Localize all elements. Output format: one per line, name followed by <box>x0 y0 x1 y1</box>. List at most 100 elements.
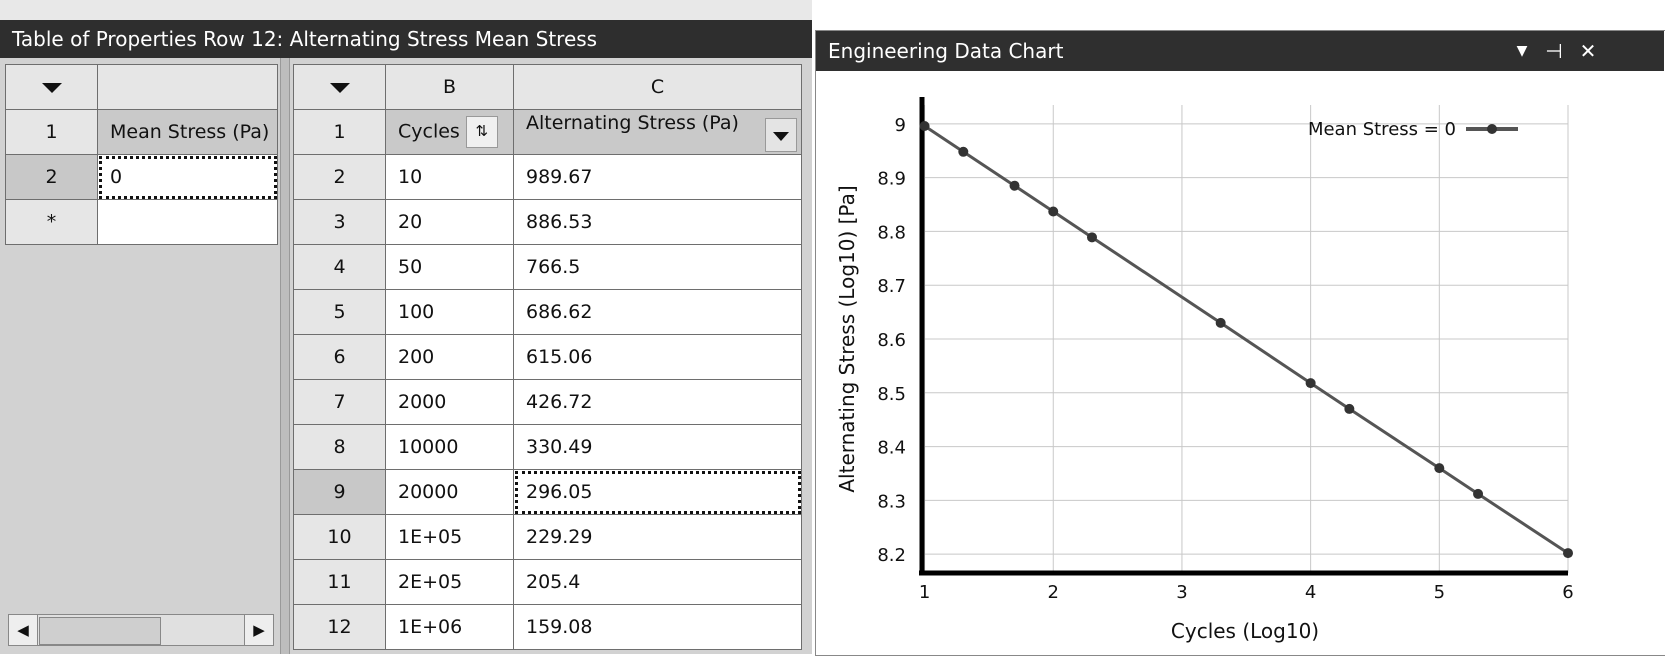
cycles-cell[interactable]: 100 <box>385 289 514 335</box>
mean-stress-header[interactable]: Mean Stress (Pa) <box>97 109 278 155</box>
table-row[interactable]: 4 50 766.5 <box>293 244 802 290</box>
cycles-cell[interactable]: 1E+06 <box>385 604 514 650</box>
chevron-down-icon <box>773 131 789 141</box>
row-header[interactable]: 1 <box>5 109 98 155</box>
cycles-cell[interactable]: 2000 <box>385 379 514 425</box>
x-axis-label: Cycles (Log10) <box>1171 619 1319 643</box>
alternating-stress-cell[interactable]: 426.72 <box>513 379 802 425</box>
cycles-cell[interactable]: 1E+05 <box>385 514 514 560</box>
table-of-properties-panel: Table of Properties Row 12: Alternating … <box>0 0 812 654</box>
alternating-stress-header[interactable]: Alternating Stress (Pa) <box>513 109 802 155</box>
row-header[interactable]: 2 <box>293 154 386 200</box>
chart-title-bar: Engineering Data Chart ▼ ⊣ ✕ <box>816 31 1664 71</box>
scroll-thumb[interactable] <box>39 617 161 645</box>
row-header[interactable]: 2 <box>5 154 98 200</box>
y-tick-label: 8.2 <box>877 545 906 566</box>
data-point <box>1344 403 1355 414</box>
row-header[interactable]: 11 <box>293 559 386 605</box>
sort-icon[interactable]: ⇅ <box>465 116 498 148</box>
engineering-data-chart-panel: Engineering Data Chart ▼ ⊣ ✕ 1 2 3 4 5 6 8.2 8.… <box>815 30 1665 656</box>
cycles-cell[interactable]: 20000 <box>385 469 514 515</box>
y-tick-label: 8.5 <box>877 384 906 405</box>
pin-icon[interactable]: ⊣ <box>1545 39 1563 63</box>
table-row[interactable]: 7 2000 426.72 <box>293 379 802 425</box>
column-header-c[interactable]: C <box>513 64 802 110</box>
chevron-down-icon <box>329 82 350 93</box>
column-header-b[interactable]: B <box>385 64 514 110</box>
alternating-stress-cell[interactable]: 229.29 <box>513 514 802 560</box>
row-header[interactable]: 10 <box>293 514 386 560</box>
legend-marker <box>1487 124 1497 134</box>
cycles-header[interactable]: Cycles ⇅ <box>385 109 514 155</box>
data-point <box>1009 180 1020 191</box>
data-point <box>1473 488 1484 499</box>
cycles-cell[interactable]: 200 <box>385 334 514 380</box>
row-header[interactable]: 4 <box>293 244 386 290</box>
data-point <box>919 120 930 131</box>
select-all-dropdown[interactable] <box>293 64 386 110</box>
alternating-stress-cell[interactable]: 989.67 <box>513 154 802 200</box>
table-row[interactable]: 9 20000 296.05 <box>293 469 802 515</box>
alternating-stress-cell[interactable]: 296.05 <box>513 469 802 515</box>
panel-title-bar: Table of Properties Row 12: Alternating … <box>0 20 812 58</box>
table-row[interactable]: 10 1E+05 229.29 <box>293 514 802 560</box>
grid-splitter[interactable] <box>280 58 290 654</box>
table-row[interactable]: 11 2E+05 205.4 <box>293 559 802 605</box>
cycles-cell[interactable]: 10 <box>385 154 514 200</box>
panel-title: Table of Properties Row 12: Alternating … <box>12 27 598 51</box>
x-tick-label: 5 <box>1434 582 1445 603</box>
alternating-stress-cell[interactable]: 766.5 <box>513 244 802 290</box>
data-point <box>1215 317 1226 328</box>
cycles-cell[interactable]: 2E+05 <box>385 559 514 605</box>
cycles-cell[interactable]: 10000 <box>385 424 514 470</box>
close-icon[interactable]: ✕ <box>1579 39 1597 63</box>
row-header[interactable]: 1 <box>293 109 386 155</box>
mean-stress-cell[interactable]: 0 <box>97 154 278 200</box>
alternating-stress-cell[interactable]: 205.4 <box>513 559 802 605</box>
cycles-cell[interactable]: 20 <box>385 199 514 245</box>
x-tick-label: 3 <box>1176 582 1187 603</box>
mean-stress-grid: 1 Mean Stress (Pa) 2 0 * <box>5 64 278 245</box>
chart-panel-title: Engineering Data Chart <box>828 39 1064 63</box>
y-tick-label: 8.7 <box>877 276 906 297</box>
legend-label: Mean Stress = 0 <box>1308 119 1456 140</box>
alternating-stress-cell[interactable]: 886.53 <box>513 199 802 245</box>
alternating-stress-cell[interactable]: 686.62 <box>513 289 802 335</box>
row-header[interactable]: 7 <box>293 379 386 425</box>
data-point <box>958 146 969 157</box>
row-header[interactable]: 8 <box>293 424 386 470</box>
scroll-right-icon[interactable]: ▶ <box>244 615 273 645</box>
table-row[interactable]: 8 10000 330.49 <box>293 424 802 470</box>
mean-stress-cell[interactable] <box>97 199 278 245</box>
column-header-blank[interactable] <box>97 64 278 110</box>
alternating-stress-cell[interactable]: 615.06 <box>513 334 802 380</box>
row-header[interactable]: 12 <box>293 604 386 650</box>
alternating-stress-cell[interactable]: 159.08 <box>513 604 802 650</box>
scroll-left-icon[interactable]: ◀ <box>9 615 38 645</box>
row-header[interactable]: 3 <box>293 199 386 245</box>
table-row[interactable]: 3 20 886.53 <box>293 199 802 245</box>
row-header[interactable]: 5 <box>293 289 386 335</box>
new-row-header[interactable]: * <box>5 199 98 245</box>
alternating-stress-header-label: Alternating Stress (Pa) <box>526 112 739 134</box>
select-all-dropdown[interactable] <box>5 64 98 110</box>
alternating-stress-cell[interactable]: 330.49 <box>513 424 802 470</box>
column-dropdown-icon[interactable] <box>765 118 797 152</box>
data-point <box>1305 378 1316 389</box>
table-row[interactable]: 6 200 615.06 <box>293 334 802 380</box>
y-tick-label: 9 <box>895 115 906 136</box>
table-row[interactable]: 5 100 686.62 <box>293 289 802 335</box>
data-point <box>1048 206 1059 217</box>
horizontal-scrollbar[interactable]: ◀ ▶ <box>8 614 274 646</box>
table-row[interactable]: 2 10 989.67 <box>293 154 802 200</box>
y-axis-label: Alternating Stress (Log10) [Pa] <box>835 185 859 492</box>
row-header[interactable]: 6 <box>293 334 386 380</box>
cycles-cell[interactable]: 50 <box>385 244 514 290</box>
panel-top-border <box>0 0 812 21</box>
table-row[interactable]: 12 1E+06 159.08 <box>293 604 802 650</box>
dropdown-icon[interactable]: ▼ <box>1516 43 1528 59</box>
row-header[interactable]: 9 <box>293 469 386 515</box>
y-tick-label: 8.8 <box>877 222 906 243</box>
x-tick-label: 4 <box>1305 582 1316 603</box>
